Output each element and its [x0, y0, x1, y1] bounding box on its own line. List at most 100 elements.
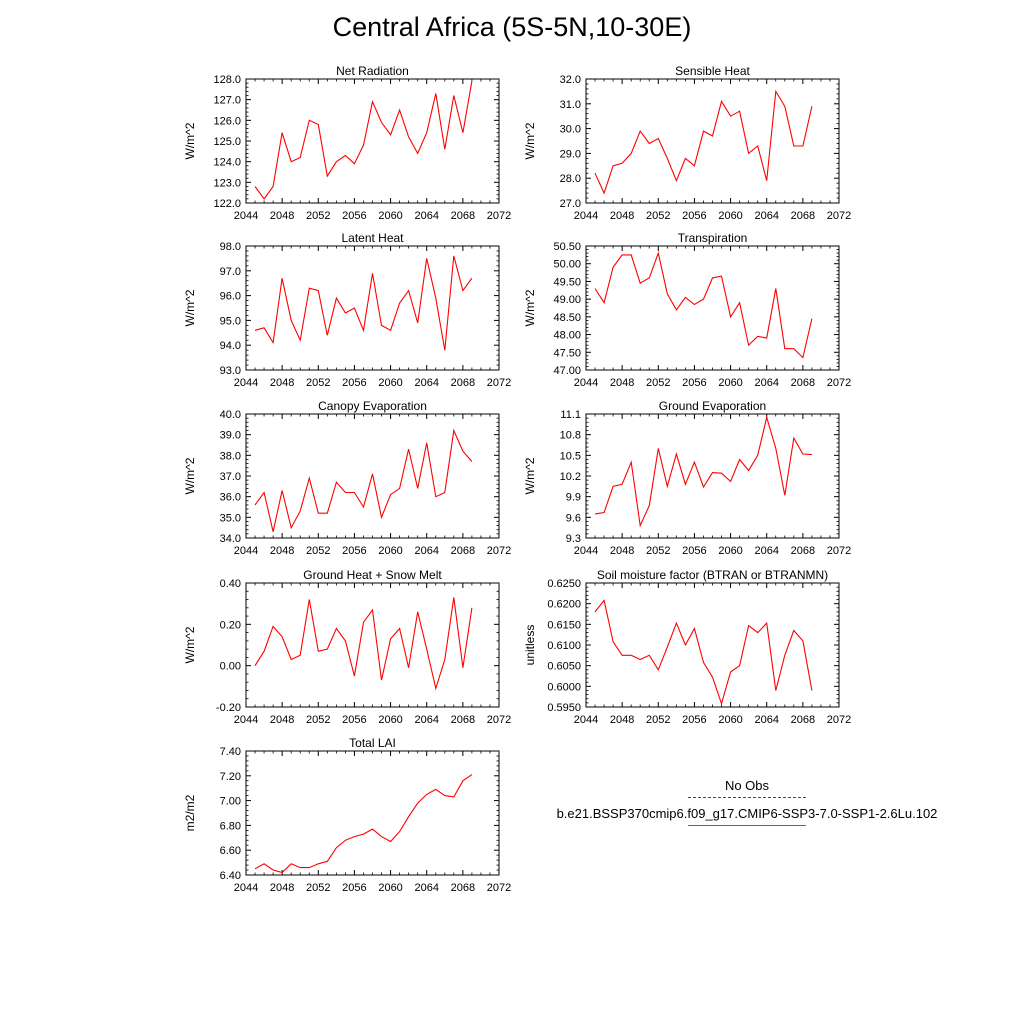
panel-title: Transpiration — [678, 231, 748, 245]
panel-title: Total LAI — [349, 736, 396, 750]
y-tick-label: 47.00 — [553, 365, 581, 377]
x-tick-label: 2052 — [306, 714, 330, 726]
x-tick-label: 2072 — [827, 714, 851, 726]
x-tick-label: 2044 — [574, 714, 598, 726]
y-tick-label: 34.0 — [220, 533, 241, 545]
panel-5: Ground Evaporation W/m^2 2044 2048 2052 2056 2… — [523, 399, 851, 557]
panel-title: Sensible Heat — [675, 64, 750, 78]
y-tick-label: 48.00 — [553, 330, 581, 342]
y-tick-label: -0.20 — [216, 702, 241, 714]
x-tick-label: 2064 — [414, 882, 438, 894]
y-tick-label: 31.0 — [560, 99, 581, 111]
plot-frame — [245, 582, 500, 708]
y-axis-label: W/m^2 — [523, 289, 537, 326]
legend-label-obs: No Obs — [724, 778, 770, 793]
y-tick-label: 30.0 — [560, 124, 581, 136]
x-tick-label: 2068 — [791, 545, 815, 557]
x-tick-label: 2048 — [610, 545, 634, 557]
plot-frame — [585, 413, 840, 539]
y-tick-label: 7.40 — [220, 746, 241, 758]
plot-frame — [245, 245, 500, 371]
x-tick-label: 2052 — [306, 377, 330, 389]
x-tick-label: 2072 — [487, 545, 511, 557]
y-tick-label: 27.0 — [560, 198, 581, 210]
panel-0: Net Radiation W/m^2 2044 2048 2052 2056 2060 20… — [183, 64, 511, 222]
x-tick-label: 2072 — [487, 882, 511, 894]
y-tick-label: 49.50 — [553, 276, 581, 288]
y-tick-label: 28.0 — [560, 173, 581, 185]
y-axis-label: W/m^2 — [523, 122, 537, 159]
panel-title: Ground Evaporation — [659, 399, 766, 413]
x-tick-label: 2056 — [682, 377, 706, 389]
y-tick-label: 39.0 — [220, 430, 241, 442]
x-tick-label: 2048 — [270, 714, 294, 726]
x-tick-label: 2072 — [487, 377, 511, 389]
x-tick-label: 2044 — [234, 377, 258, 389]
x-tick-label: 2072 — [827, 210, 851, 222]
y-tick-label: 98.0 — [220, 241, 241, 253]
panel-title: Latent Heat — [341, 231, 404, 245]
x-tick-label: 2052 — [306, 882, 330, 894]
x-tick-label: 2052 — [306, 210, 330, 222]
panel-8: Total LAI m2/m2 2044 2048 2052 2056 2060 2064 20… — [183, 736, 511, 894]
x-tick-label: 2056 — [342, 545, 366, 557]
x-tick-label: 2044 — [234, 714, 258, 726]
x-tick-label: 2044 — [574, 545, 598, 557]
x-tick-label: 2048 — [270, 545, 294, 557]
y-tick-label: 128.0 — [213, 74, 241, 86]
x-tick-label: 2064 — [754, 545, 778, 557]
x-tick-label: 2064 — [414, 210, 438, 222]
series-line-0 — [254, 255, 473, 351]
x-tick-label: 2044 — [234, 882, 258, 894]
x-tick-label: 2060 — [378, 377, 402, 389]
x-tick-label: 2044 — [574, 210, 598, 222]
y-tick-label: 35.0 — [220, 512, 241, 524]
x-tick-label: 2048 — [270, 882, 294, 894]
y-tick-label: 7.00 — [220, 796, 241, 808]
x-tick-label: 2056 — [342, 714, 366, 726]
y-tick-label: 40.0 — [220, 409, 241, 421]
y-tick-label: 37.0 — [220, 471, 241, 483]
x-tick-label: 2064 — [414, 545, 438, 557]
legend-label-model: b.e21.BSSP370cmip6.f09_g17.CMIP6-SSP3-7.… — [556, 806, 938, 821]
y-tick-label: 126.0 — [213, 115, 241, 127]
y-tick-label: 95.0 — [220, 315, 241, 327]
y-tick-label: 10.2 — [560, 471, 581, 483]
y-tick-label: 48.50 — [553, 312, 581, 324]
x-tick-label: 2068 — [451, 545, 475, 557]
series-line-0 — [254, 81, 473, 200]
x-tick-label: 2052 — [646, 714, 670, 726]
x-tick-label: 2048 — [610, 714, 634, 726]
series-line-0 — [254, 597, 473, 691]
x-tick-label: 2048 — [610, 377, 634, 389]
panel-title: Canopy Evaporation — [318, 399, 427, 413]
x-tick-label: 2048 — [270, 210, 294, 222]
x-tick-label: 2064 — [754, 210, 778, 222]
y-tick-label: 0.6050 — [547, 661, 581, 673]
x-tick-label: 2060 — [718, 545, 742, 557]
series-line-0 — [594, 415, 812, 528]
x-tick-label: 2068 — [451, 377, 475, 389]
y-axis-label: W/m^2 — [183, 289, 197, 326]
x-tick-label: 2056 — [342, 210, 366, 222]
y-axis-label: m2/m2 — [183, 794, 197, 831]
plot-frame — [585, 582, 840, 708]
y-tick-label: 50.50 — [553, 241, 581, 253]
series-line-0 — [254, 774, 473, 874]
y-tick-label: 36.0 — [220, 492, 241, 504]
x-tick-label: 2060 — [378, 545, 402, 557]
panel-6: Ground Heat + Snow Melt W/m^2 2044 2048 2052… — [183, 568, 511, 726]
y-tick-label: 0.6100 — [547, 640, 581, 652]
y-tick-label: 11.1 — [560, 409, 581, 421]
legend-line-obs — [688, 797, 806, 798]
x-tick-label: 2064 — [754, 714, 778, 726]
x-tick-label: 2056 — [342, 882, 366, 894]
y-tick-label: 127.0 — [213, 95, 241, 107]
y-tick-label: 0.6150 — [547, 619, 581, 631]
y-tick-label: 0.6000 — [547, 681, 581, 693]
series-line-0 — [594, 599, 813, 706]
x-tick-label: 2064 — [414, 377, 438, 389]
y-axis-label: W/m^2 — [183, 122, 197, 159]
x-tick-label: 2060 — [718, 714, 742, 726]
panel-7: Soil moisture factor (BTRAN or BTRANMN) u… — [523, 568, 851, 726]
